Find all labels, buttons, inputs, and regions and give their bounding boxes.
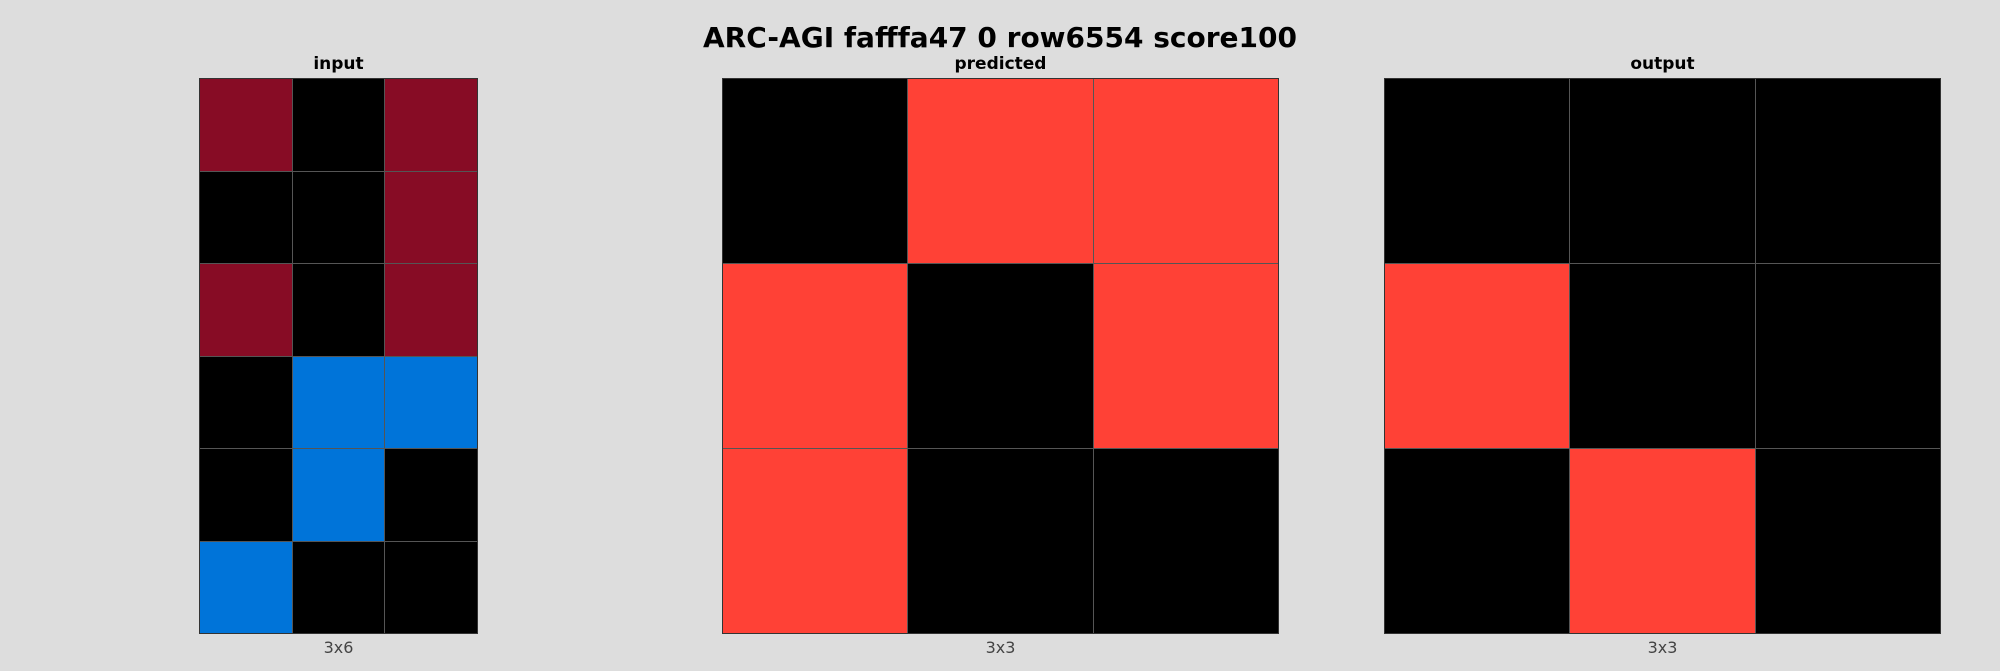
output-grid <box>1384 78 1941 634</box>
output-size-label: 3x3 <box>1647 638 1678 657</box>
input-size-label: 3x6 <box>323 638 354 657</box>
input-cell-r5-c1 <box>292 541 385 633</box>
input-cell-r3-c0 <box>200 356 292 448</box>
output-cell-r2-c1 <box>1570 449 1755 633</box>
predicted-panel-label: predicted <box>954 54 1047 74</box>
output-cell-r1-c0 <box>1385 264 1570 448</box>
output-cell-r1-c2 <box>1755 264 1940 448</box>
input-cell-r5-c2 <box>385 541 477 633</box>
input-panel-label: input <box>313 54 364 74</box>
output-cell-r2-c2 <box>1755 449 1940 633</box>
output-cell-r2-c0 <box>1385 449 1570 633</box>
input-cell-r5-c0 <box>200 541 292 633</box>
predicted-cell-r2-c2 <box>1093 449 1278 633</box>
input-cell-r3-c2 <box>385 356 477 448</box>
input-cell-r4-c2 <box>385 449 477 541</box>
input-cell-r3-c1 <box>292 356 385 448</box>
input-cell-r2-c1 <box>292 264 385 356</box>
predicted-size-label: 3x3 <box>985 638 1016 657</box>
predicted-cell-r1-c0 <box>723 264 908 448</box>
predicted-cell-r0-c2 <box>1093 79 1278 263</box>
input-cell-r0-c2 <box>385 79 477 171</box>
output-cell-r1-c1 <box>1570 264 1755 448</box>
predicted-cell-r2-c0 <box>723 449 908 633</box>
predicted-cell-r1-c2 <box>1093 264 1278 448</box>
predicted-cell-r0-c0 <box>723 79 908 263</box>
output-cell-r0-c1 <box>1570 79 1755 263</box>
figure-title: ARC-AGI fafffa47 0 row6554 score100 <box>703 21 1297 54</box>
input-cell-r1-c0 <box>200 171 292 263</box>
input-grid <box>199 78 478 634</box>
predicted-cell-r1-c1 <box>908 264 1093 448</box>
predicted-grid <box>722 78 1279 634</box>
input-cell-r1-c2 <box>385 171 477 263</box>
input-cell-r2-c0 <box>200 264 292 356</box>
input-cell-r4-c0 <box>200 449 292 541</box>
input-cell-r1-c1 <box>292 171 385 263</box>
input-cell-r2-c2 <box>385 264 477 356</box>
input-cell-r0-c1 <box>292 79 385 171</box>
predicted-cell-r0-c1 <box>908 79 1093 263</box>
predicted-cell-r2-c1 <box>908 449 1093 633</box>
output-cell-r0-c2 <box>1755 79 1940 263</box>
output-cell-r0-c0 <box>1385 79 1570 263</box>
input-cell-r0-c0 <box>200 79 292 171</box>
input-cell-r4-c1 <box>292 449 385 541</box>
output-panel-label: output <box>1630 54 1695 74</box>
